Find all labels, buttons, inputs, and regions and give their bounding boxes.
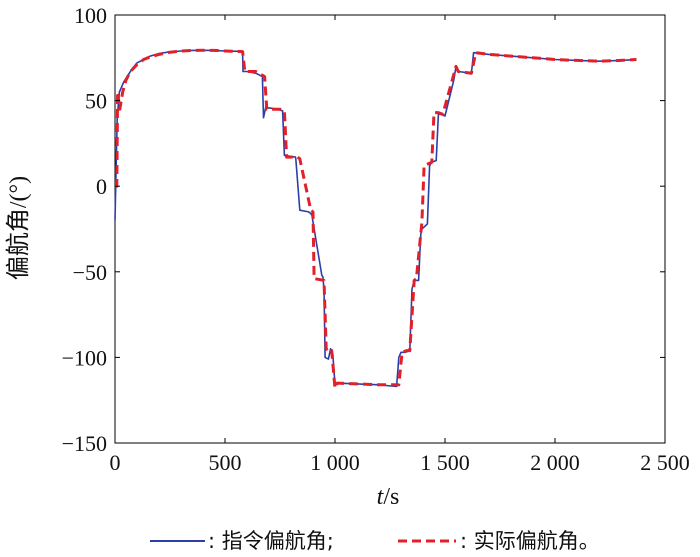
x-tick-label: 2 000 — [530, 450, 580, 475]
ticks-layer: 0 500 1 000 1 500 2 000 2 500 −150 −100 −50 0 50 10… — [62, 3, 690, 475]
x-tick-label: 2 500 — [640, 450, 690, 475]
y-tick-label: −50 — [73, 260, 107, 285]
x-tick-label: 500 — [209, 450, 242, 475]
series-actual-yaw-line — [115, 48, 637, 390]
legend-actual-label: : 实际偏航角。 — [460, 529, 600, 553]
series-command-yaw-line — [114, 49, 637, 388]
x-tick-label: 1 500 — [420, 450, 470, 475]
x-axis-label-unit: s — [390, 484, 399, 510]
x-axis-label-var: t — [377, 484, 385, 510]
y-tick-label: −100 — [62, 345, 107, 370]
x-tick-label: 1 000 — [310, 450, 360, 475]
plot-frame — [114, 14, 666, 444]
y-axis-label: 偏航角/(°) — [5, 176, 32, 280]
plot-box — [114, 14, 666, 444]
series-layer — [114, 48, 637, 390]
y-tick-label: −150 — [62, 431, 107, 456]
legend: : 指令偏航角; : 实际偏航角。 — [150, 529, 600, 553]
y-tick-label: 0 — [96, 174, 107, 199]
y-tick-label: 100 — [74, 3, 107, 28]
x-axis-label-sep: / — [383, 484, 390, 510]
legend-command-label: : 指令偏航角; — [208, 529, 334, 553]
x-tick-label: 0 — [110, 450, 121, 475]
y-tick-label: 50 — [85, 89, 107, 114]
x-axis-label: t/s — [377, 484, 400, 510]
